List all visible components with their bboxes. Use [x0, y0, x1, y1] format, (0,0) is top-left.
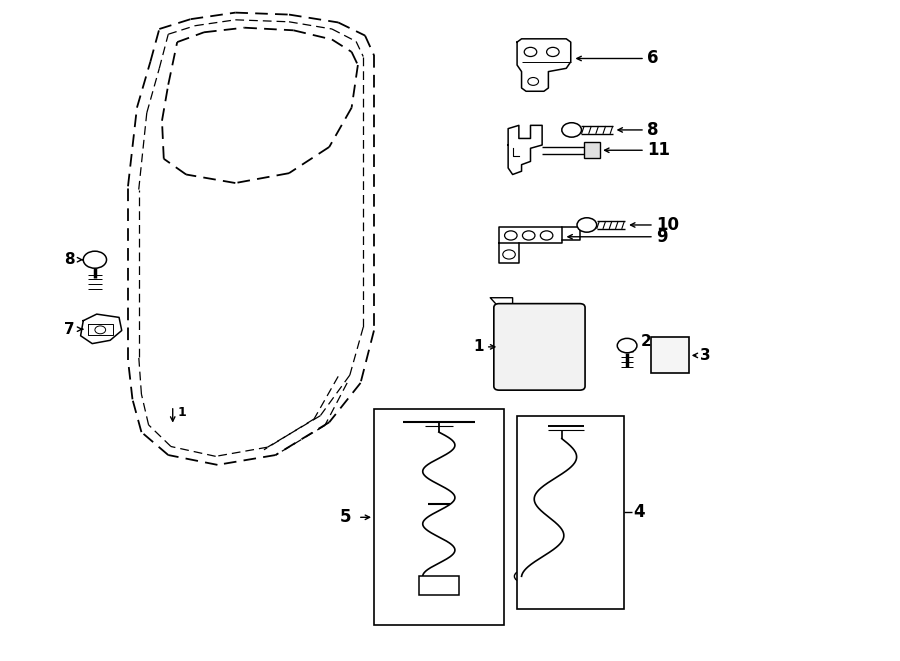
- Text: 7: 7: [64, 322, 75, 336]
- Circle shape: [503, 250, 516, 259]
- Circle shape: [546, 48, 559, 57]
- Text: 2: 2: [641, 334, 652, 349]
- Text: 10: 10: [656, 216, 679, 234]
- Text: 6: 6: [647, 50, 658, 67]
- Bar: [652, 337, 688, 373]
- Text: 1: 1: [473, 339, 484, 354]
- Circle shape: [546, 373, 559, 383]
- Bar: [584, 142, 600, 158]
- Circle shape: [523, 231, 535, 240]
- Bar: [418, 576, 459, 595]
- Circle shape: [511, 373, 523, 383]
- Text: 8: 8: [64, 253, 75, 267]
- Circle shape: [562, 123, 581, 137]
- Circle shape: [94, 326, 105, 334]
- Text: 8: 8: [647, 121, 658, 139]
- FancyBboxPatch shape: [494, 303, 585, 390]
- Circle shape: [540, 231, 553, 240]
- Circle shape: [84, 251, 106, 268]
- Bar: [374, 409, 504, 625]
- Text: 3: 3: [700, 348, 711, 363]
- Bar: [518, 416, 625, 609]
- Circle shape: [577, 217, 597, 232]
- Text: 4: 4: [634, 504, 645, 522]
- Text: 5: 5: [340, 508, 352, 526]
- Circle shape: [527, 77, 538, 85]
- Circle shape: [505, 231, 518, 240]
- Text: 1: 1: [177, 406, 186, 419]
- Circle shape: [515, 571, 528, 582]
- Text: 11: 11: [647, 141, 670, 159]
- Text: 9: 9: [656, 228, 667, 246]
- Circle shape: [524, 48, 536, 57]
- Circle shape: [617, 338, 637, 353]
